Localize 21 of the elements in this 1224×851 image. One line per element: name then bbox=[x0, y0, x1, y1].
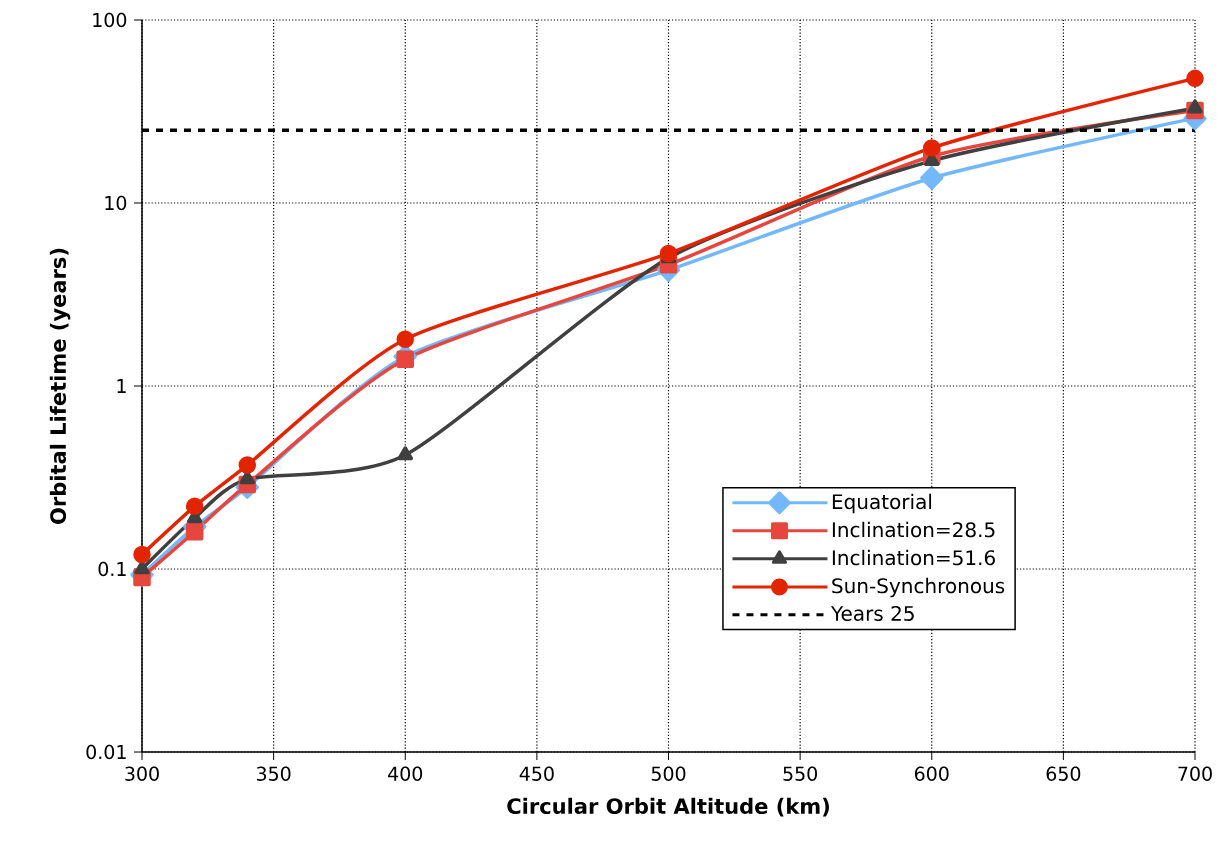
legend-label: Sun-Synchronous bbox=[832, 577, 1005, 598]
x-tick-label: 300 bbox=[125, 766, 159, 781]
y-tick-label: 0.1 bbox=[98, 561, 126, 577]
y-tick-label: 100 bbox=[93, 12, 127, 28]
x-tick-label: 650 bbox=[1046, 766, 1081, 781]
y-axis-title: Orbital Lifetime (years) bbox=[49, 248, 71, 524]
legend-label: Inclination=28.5 bbox=[832, 521, 995, 538]
x-tick-label: 550 bbox=[783, 766, 817, 781]
x-tick-label: 700 bbox=[1178, 766, 1212, 781]
legend-label: Equatorial bbox=[832, 493, 932, 514]
legend-label: Years 25 bbox=[830, 605, 914, 622]
x-tick-label: 500 bbox=[651, 766, 686, 781]
y-tick-label: 0.01 bbox=[86, 744, 126, 760]
y-tick-label: 10 bbox=[105, 195, 127, 211]
x-tick-label: 450 bbox=[519, 766, 554, 781]
x-axis-title: Circular Orbit Altitude (km) bbox=[507, 797, 829, 817]
x-tick-label: 600 bbox=[914, 766, 949, 781]
x-tick-label: 400 bbox=[388, 766, 423, 781]
y-tick-label: 1 bbox=[117, 379, 126, 393]
x-tick-label: 350 bbox=[256, 766, 291, 781]
legend-label: Inclination=51.6 bbox=[832, 549, 995, 566]
